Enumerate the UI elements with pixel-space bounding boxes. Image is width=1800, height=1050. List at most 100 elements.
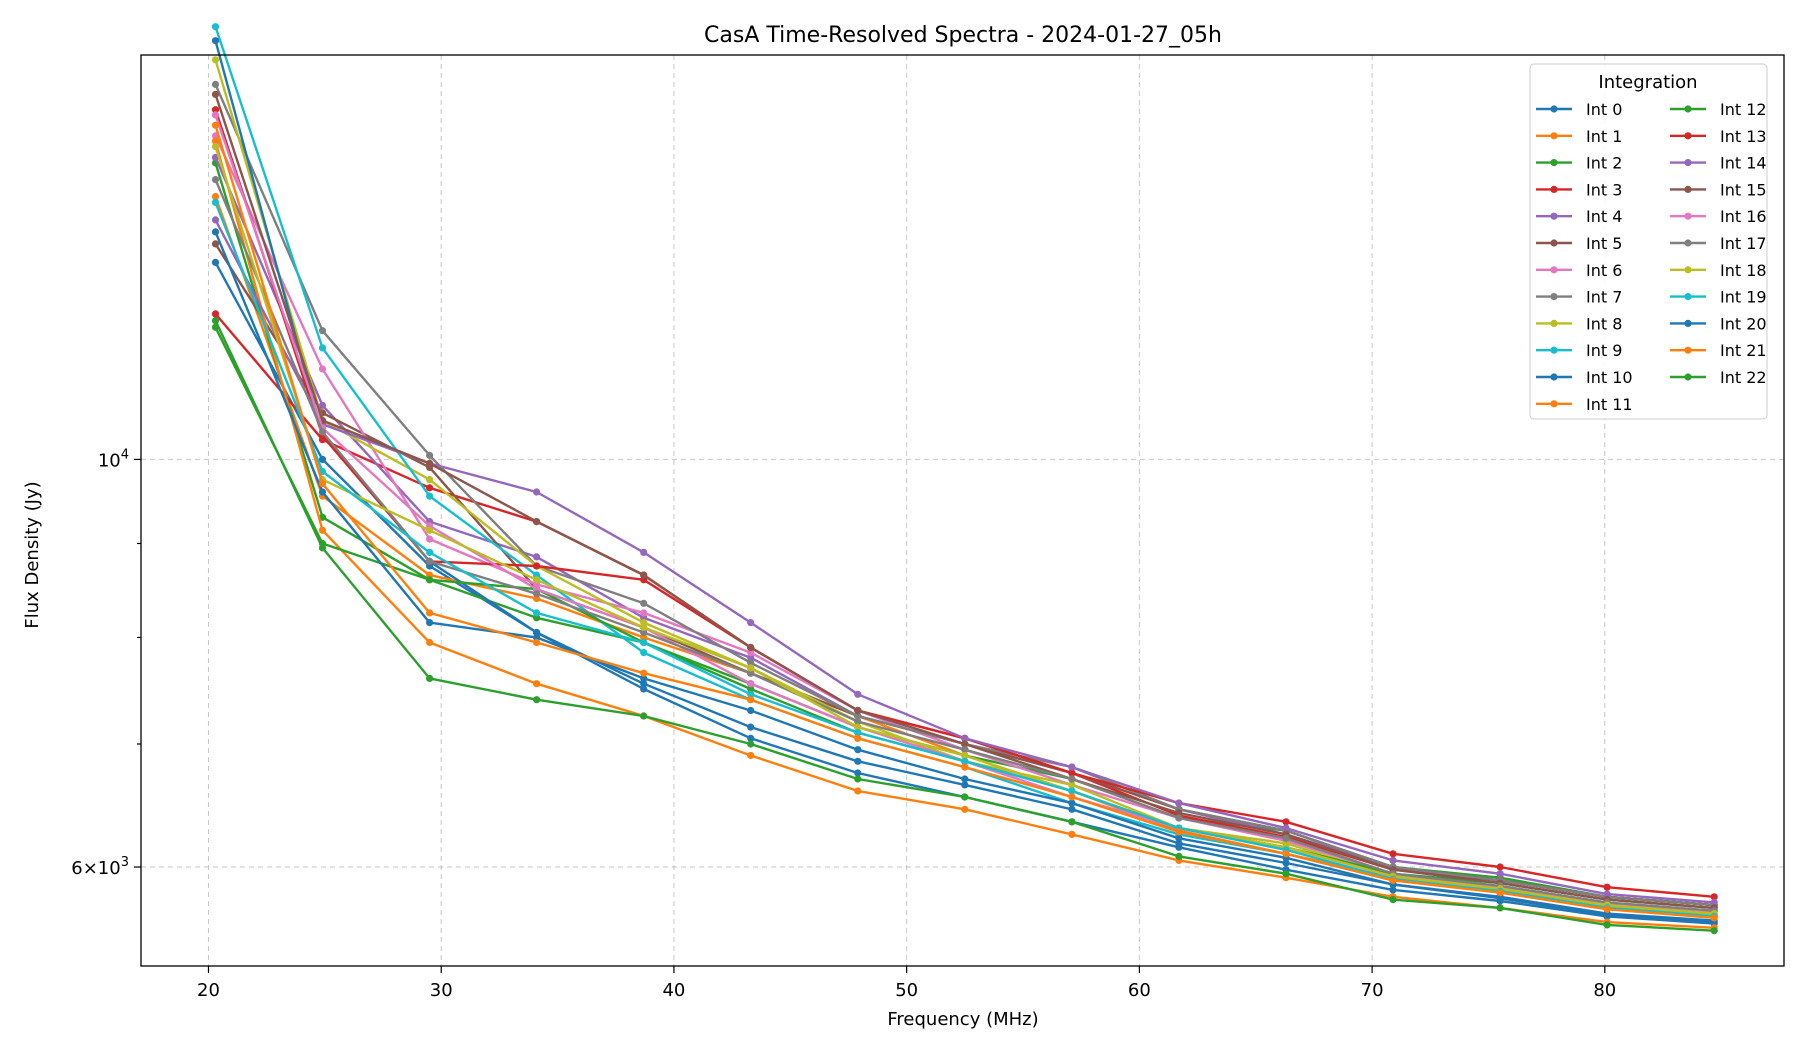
legend-label: Int 10 <box>1586 368 1633 387</box>
data-point <box>318 488 327 496</box>
data-point <box>318 428 327 436</box>
legend-item: Int 2 <box>1536 154 1622 173</box>
legend-label: Int 18 <box>1720 261 1767 280</box>
data-point <box>961 781 969 789</box>
data-point <box>211 216 220 224</box>
data-point <box>854 775 862 783</box>
data-point <box>1175 843 1183 851</box>
legend-label: Int 12 <box>1720 100 1767 119</box>
data-point <box>961 751 969 760</box>
data-point <box>1282 859 1290 867</box>
legend-item: Int 4 <box>1536 207 1622 226</box>
legend-item: Int 5 <box>1536 234 1622 253</box>
legend-swatch-marker <box>1684 185 1692 193</box>
data-point <box>747 740 755 748</box>
legend-label: Int 21 <box>1720 341 1767 360</box>
data-point <box>961 757 969 765</box>
data-point <box>1068 787 1076 795</box>
legend-swatch-marker <box>1550 185 1558 193</box>
data-point <box>640 628 648 637</box>
legend-item: Int 11 <box>1536 395 1633 414</box>
data-point <box>1603 883 1611 891</box>
data-point <box>854 712 862 720</box>
legend-item: Int 15 <box>1670 180 1767 199</box>
data-point <box>318 401 327 409</box>
legend-item: Int 18 <box>1670 261 1767 280</box>
legend-label: Int 7 <box>1586 288 1622 307</box>
data-point <box>318 544 327 552</box>
data-point <box>426 638 434 647</box>
data-point <box>211 23 220 31</box>
data-point <box>211 317 220 325</box>
legend-item: Int 19 <box>1670 288 1767 307</box>
legend-label: Int 1 <box>1586 127 1622 146</box>
data-point <box>211 37 220 45</box>
legend-swatch-marker <box>1550 400 1558 408</box>
data-point <box>640 685 648 693</box>
legend-label: Int 2 <box>1586 154 1622 173</box>
plot-area-frame <box>140 54 1785 967</box>
series-int-15 <box>211 90 1718 912</box>
legend-item: Int 22 <box>1670 368 1767 387</box>
data-point <box>1175 799 1183 807</box>
data-point <box>854 690 862 698</box>
data-point <box>1068 793 1076 801</box>
data-point <box>640 548 648 557</box>
x-tick-label: 70 <box>1361 980 1384 1001</box>
data-point <box>640 680 648 688</box>
data-point <box>318 526 327 534</box>
data-point <box>747 654 755 662</box>
x-axis-label: Frequency (MHz) <box>887 1009 1038 1030</box>
data-point <box>1603 921 1611 929</box>
data-point <box>533 633 541 642</box>
legend-swatch-marker <box>1550 373 1558 381</box>
data-point <box>747 751 755 760</box>
legend-swatch-marker <box>1684 132 1692 140</box>
y-axis: 104 6×103 <box>71 447 141 879</box>
legend-label: Int 13 <box>1720 127 1767 146</box>
data-point <box>426 484 434 492</box>
data-point <box>211 193 220 201</box>
legend-item: Int 21 <box>1670 341 1767 360</box>
legend-item: Int 1 <box>1536 127 1622 146</box>
data-point <box>854 734 862 742</box>
data-point <box>1282 818 1290 826</box>
data-point <box>426 576 434 584</box>
data-point <box>426 492 434 500</box>
data-point <box>961 793 969 801</box>
data-point <box>854 717 862 726</box>
data-point <box>1068 799 1076 807</box>
data-point <box>211 80 220 88</box>
data-point <box>1068 818 1076 826</box>
data-point <box>318 455 327 463</box>
data-point <box>318 365 327 373</box>
data-point <box>854 787 862 795</box>
legend-swatch-marker <box>1550 266 1558 274</box>
data-point <box>640 669 648 677</box>
legend-label: Int 14 <box>1720 154 1767 173</box>
data-point <box>533 680 541 688</box>
data-point <box>211 111 220 119</box>
data-point <box>211 258 220 266</box>
data-point <box>854 706 862 715</box>
data-point <box>1068 769 1076 777</box>
legend-item: Int 0 <box>1536 100 1622 119</box>
legend-label: Int 0 <box>1586 100 1622 119</box>
data-point <box>1282 834 1290 842</box>
legend-item: Int 20 <box>1670 314 1767 333</box>
data-point <box>533 562 541 570</box>
legend-item: Int 9 <box>1536 341 1622 360</box>
data-point <box>640 609 648 617</box>
data-point <box>854 723 862 731</box>
legend-label: Int 9 <box>1586 341 1622 360</box>
legend-swatch-marker <box>1550 212 1558 220</box>
data-point <box>854 757 862 765</box>
data-point <box>640 571 648 579</box>
x-tick-label: 60 <box>1128 980 1151 1001</box>
data-point <box>1068 830 1076 839</box>
data-point <box>211 121 220 129</box>
legend-swatch-marker <box>1684 212 1692 220</box>
data-point <box>961 775 969 783</box>
data-point <box>426 459 434 467</box>
data-point <box>1496 904 1504 912</box>
